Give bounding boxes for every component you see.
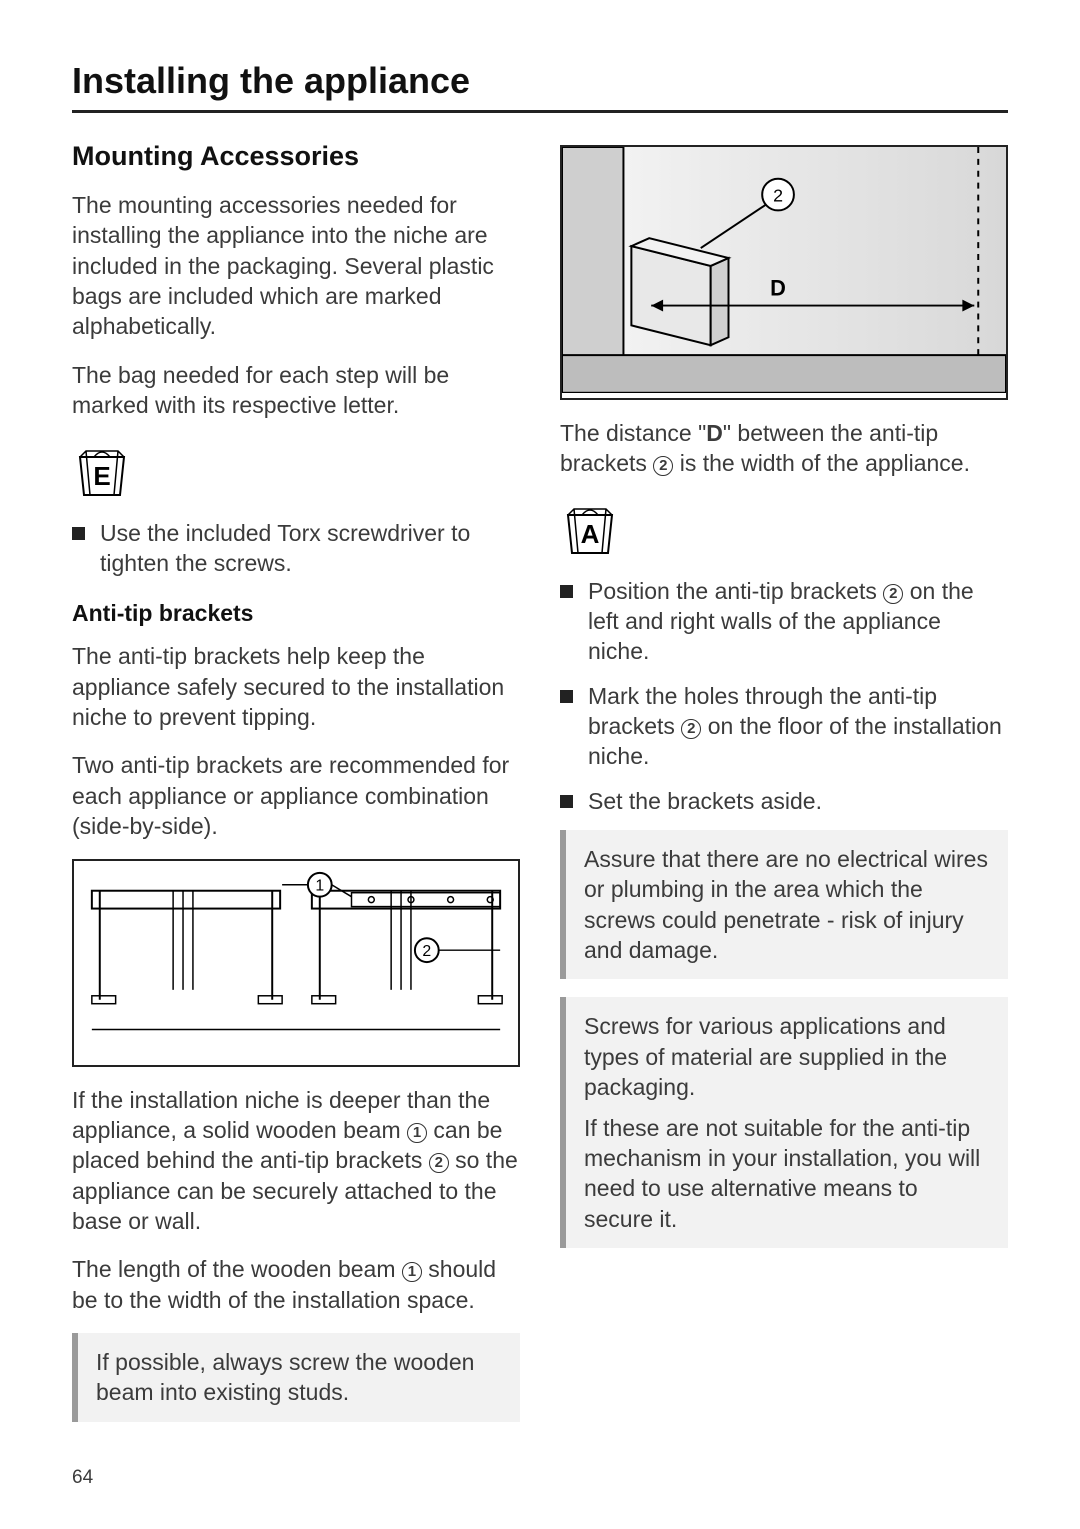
distance-paragraph: The distance "D" between the anti-tip br… [560,418,1008,479]
page-title: Installing the appliance [72,60,1008,102]
title-rule [72,110,1008,113]
intro-paragraph-1: The mounting accessories needed for inst… [72,190,520,342]
mark-holes-bullet: Mark the holes through the anti-tip brac… [560,681,1008,772]
screws-callout: Screws for various applications and type… [560,997,1008,1248]
beam-length-paragraph: The length of the wooden beam 1 should b… [72,1254,520,1315]
left-column: Mounting Accessories The mounting access… [72,141,520,1440]
bag-a-letter: A [581,519,600,549]
screws-callout-p2: If these are not suitable for the anti-t… [584,1113,990,1234]
right-column: D 2 The distance "D" between the anti-ti… [560,141,1008,1440]
circled-2-b2: 2 [681,719,701,739]
studs-callout-text: If possible, always screw the wooden bea… [96,1347,502,1408]
figure1-label-1: 1 [315,878,324,895]
wires-callout-text: Assure that there are no electrical wire… [584,844,990,965]
torx-bullet-list: Use the included Torx screwdriver to tig… [72,518,520,579]
distance-d-bold: D [706,420,723,446]
circled-2: 2 [429,1153,449,1173]
bag-e-letter: E [93,461,110,491]
screws-callout-p1: Screws for various applications and type… [584,1011,990,1102]
circled-1b: 1 [402,1262,422,1282]
circled-2-b1: 2 [883,584,903,604]
figure2-label-d: D [770,276,786,301]
set-aside-bullet: Set the brackets aside. [560,786,1008,816]
niche-paragraph: If the installation niche is deeper than… [72,1085,520,1237]
anti-tip-paragraph-1: The anti-tip brackets help keep the appl… [72,641,520,732]
intro-paragraph-2: The bag needed for each step will be mar… [72,360,520,421]
circled-1: 1 [407,1123,427,1143]
bracket-distance-diagram: D 2 [562,147,1006,393]
page-number: 64 [72,1467,93,1489]
content-columns: Mounting Accessories The mounting access… [72,141,1008,1440]
figure2-label-2: 2 [773,186,783,206]
studs-callout: If possible, always screw the wooden bea… [72,1333,520,1422]
anti-tip-figure: 1 2 [72,859,520,1066]
position-bullet: Position the anti-tip brackets 2 on the … [560,576,1008,667]
right-bullet-list: Position the anti-tip brackets 2 on the … [560,576,1008,817]
torx-bullet: Use the included Torx screwdriver to tig… [72,518,520,579]
anti-tip-diagram: 1 2 [74,861,518,1059]
bag-e-icon: E [72,445,132,499]
circled-2-right: 2 [653,456,673,476]
mounting-accessories-heading: Mounting Accessories [72,141,520,172]
bracket-distance-figure: D 2 [560,145,1008,400]
anti-tip-heading: Anti-tip brackets [72,600,520,627]
bag-a-icon: A [560,503,620,557]
figure1-label-2: 2 [422,944,431,961]
anti-tip-paragraph-2: Two anti-tip brackets are recommended fo… [72,750,520,841]
wires-callout: Assure that there are no electrical wire… [560,830,1008,979]
